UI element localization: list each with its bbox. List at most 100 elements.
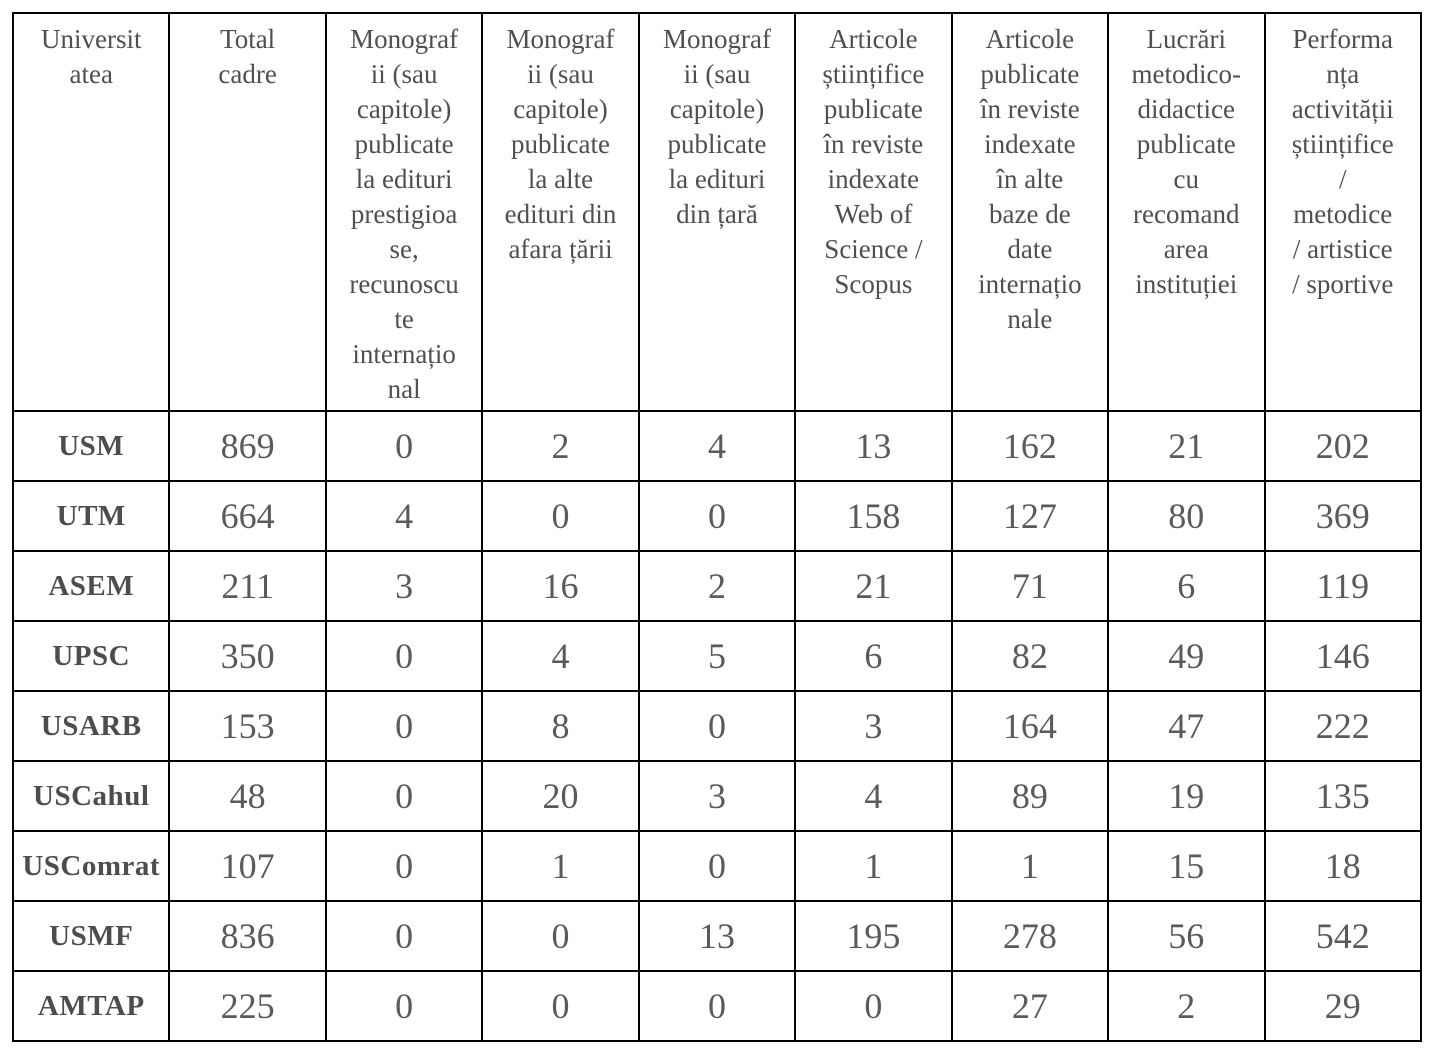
cell: 21 [794, 550, 953, 622]
cell: 20 [481, 760, 640, 832]
university-publications-table: Universit atea Total cadre Monograf ii (… [11, 12, 1422, 1042]
cell: 29 [1263, 970, 1422, 1042]
header-row: Universit atea Total cadre Monograf ii (… [11, 12, 1422, 412]
cell: 369 [1263, 480, 1422, 552]
cell: 1 [481, 830, 640, 902]
cell: 0 [324, 690, 484, 762]
cell: 21 [1107, 410, 1266, 482]
row-label: USCahul [11, 760, 171, 832]
cell: 350 [168, 620, 327, 692]
cell: 158 [794, 480, 953, 552]
cell: 47 [1107, 690, 1266, 762]
row-label: ASEM [11, 550, 171, 622]
cell: 0 [637, 970, 797, 1042]
cell: 202 [1263, 410, 1422, 482]
cell: 80 [1107, 480, 1266, 552]
cell: 4 [637, 410, 797, 482]
cell: 127 [950, 480, 1110, 552]
column-header-performanta: Performa nța activității științifice / m… [1263, 12, 1422, 412]
cell: 664 [168, 480, 327, 552]
cell: 82 [950, 620, 1110, 692]
table-row-usmf: USMF 836 0 0 13 195 278 56 542 [11, 900, 1422, 972]
cell: 27 [950, 970, 1110, 1042]
cell: 836 [168, 900, 327, 972]
cell: 1 [950, 830, 1110, 902]
cell: 15 [1107, 830, 1266, 902]
cell: 3 [324, 550, 484, 622]
cell: 0 [324, 760, 484, 832]
row-label: USComrat [11, 830, 171, 902]
column-header-articole-wos-scopus: Articole științifice publicate în revist… [794, 12, 953, 412]
row-label: UPSC [11, 620, 171, 692]
cell: 162 [950, 410, 1110, 482]
cell: 49 [1107, 620, 1266, 692]
cell: 135 [1263, 760, 1422, 832]
cell: 0 [324, 410, 484, 482]
cell: 2 [481, 410, 640, 482]
cell: 0 [324, 830, 484, 902]
cell: 0 [481, 900, 640, 972]
row-label: USM [11, 410, 171, 482]
column-header-lucrari-metodico-didactice: Lucrări metodico- didactice publicate cu… [1107, 12, 1266, 412]
table-row-upsc: UPSC 350 0 4 5 6 82 49 146 [11, 620, 1422, 692]
cell: 164 [950, 690, 1110, 762]
table-row-utm: UTM 664 4 0 0 158 127 80 369 [11, 480, 1422, 552]
cell: 16 [481, 550, 640, 622]
row-label: UTM [11, 480, 171, 552]
row-label: AMTAP [11, 970, 171, 1042]
cell: 18 [1263, 830, 1422, 902]
cell: 3 [794, 690, 953, 762]
cell: 4 [794, 760, 953, 832]
cell: 56 [1107, 900, 1266, 972]
row-label: USMF [11, 900, 171, 972]
cell: 119 [1263, 550, 1422, 622]
cell: 0 [324, 620, 484, 692]
cell: 0 [637, 480, 797, 552]
cell: 8 [481, 690, 640, 762]
cell: 146 [1263, 620, 1422, 692]
cell: 1 [794, 830, 953, 902]
cell: 542 [1263, 900, 1422, 972]
cell: 225 [168, 970, 327, 1042]
cell: 0 [794, 970, 953, 1042]
table-row-uscahul: USCahul 48 0 20 3 4 89 19 135 [11, 760, 1422, 832]
column-header-articole-alte-baze: Articole publicate în reviste indexate î… [950, 12, 1110, 412]
cell: 211 [168, 550, 327, 622]
table-row-usarb: USARB 153 0 8 0 3 164 47 222 [11, 690, 1422, 762]
column-header-monografii-alte-edituri: Monograf ii (sau capitole) publicate la … [481, 12, 640, 412]
column-header-monografii-tara: Monograf ii (sau capitole) publicate la … [637, 12, 797, 412]
cell: 3 [637, 760, 797, 832]
table-row-asem: ASEM 211 3 16 2 21 71 6 119 [11, 550, 1422, 622]
table-row-usm: USM 869 0 2 4 13 162 21 202 [11, 410, 1422, 482]
cell: 107 [168, 830, 327, 902]
cell: 6 [1107, 550, 1266, 622]
column-header-universitatea: Universit atea [11, 12, 171, 412]
cell: 869 [168, 410, 327, 482]
cell: 2 [1107, 970, 1266, 1042]
cell: 222 [1263, 690, 1422, 762]
cell: 153 [168, 690, 327, 762]
cell: 0 [637, 690, 797, 762]
cell: 0 [481, 970, 640, 1042]
cell: 278 [950, 900, 1110, 972]
cell: 0 [324, 970, 484, 1042]
cell: 0 [637, 830, 797, 902]
cell: 48 [168, 760, 327, 832]
cell: 0 [481, 480, 640, 552]
cell: 19 [1107, 760, 1266, 832]
table-row-uscomrat: USComrat 107 0 1 0 1 1 15 18 [11, 830, 1422, 902]
column-header-monografii-prestigioase: Monograf ii (sau capitole) publicate la … [324, 12, 484, 412]
cell: 13 [637, 900, 797, 972]
cell: 4 [481, 620, 640, 692]
cell: 0 [324, 900, 484, 972]
cell: 6 [794, 620, 953, 692]
cell: 89 [950, 760, 1110, 832]
column-header-total-cadre: Total cadre [168, 12, 327, 412]
table-row-amtap: AMTAP 225 0 0 0 0 27 2 29 [11, 970, 1422, 1042]
cell: 195 [794, 900, 953, 972]
cell: 2 [637, 550, 797, 622]
row-label: USARB [11, 690, 171, 762]
cell: 71 [950, 550, 1110, 622]
cell: 4 [324, 480, 484, 552]
